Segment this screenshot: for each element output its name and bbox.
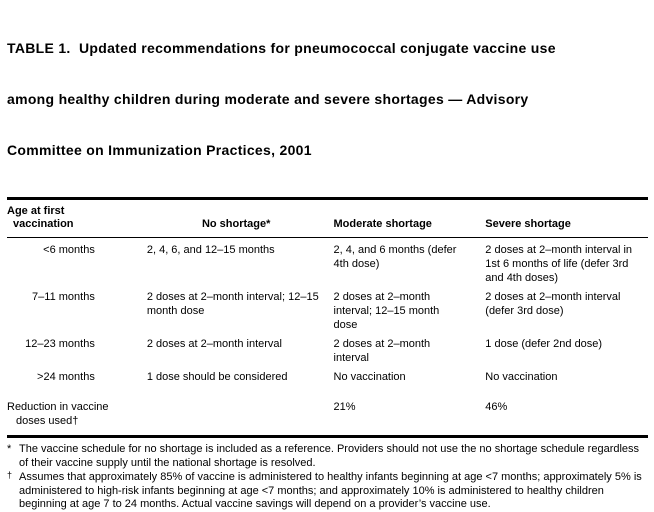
divider-bottom bbox=[7, 435, 648, 438]
header-moderate-shortage: Moderate shortage bbox=[333, 218, 432, 230]
footnote-marker: † bbox=[7, 470, 13, 480]
footnote-text: Assumes that approximately 85% of vaccin… bbox=[19, 471, 642, 510]
footnote-dagger: † Assumes that approximately 85% of vacc… bbox=[7, 470, 648, 512]
cell-no-shortage: 2 doses at 2–month interval; 12–15 month… bbox=[146, 291, 319, 317]
cell-severe-shortage: 2 doses at 2–month interval in 1st 6 mon… bbox=[485, 244, 633, 284]
footnotes: * The vaccine schedule for no shortage i… bbox=[7, 443, 648, 512]
table-row: >24 months 1 dose should be considered N… bbox=[7, 370, 648, 384]
divider-under-header bbox=[7, 237, 648, 238]
cell-age: >24 months bbox=[37, 371, 95, 383]
table-row: <6 months 2, 4, 6, and 12–15 months 2, 4… bbox=[7, 243, 648, 285]
header-severe-shortage: Severe shortage bbox=[485, 218, 571, 230]
header-no-shortage: No shortage* bbox=[201, 218, 271, 230]
footnote-text: The vaccine schedule for no shortage is … bbox=[19, 443, 640, 469]
footnote-marker: * bbox=[7, 443, 12, 455]
cell-moderate-shortage: 2, 4, and 6 months (defer 4th dose) bbox=[333, 244, 457, 270]
cell-no-shortage: 1 dose should be considered bbox=[146, 371, 288, 383]
header-age-at-first-vaccination: Age at first vaccination bbox=[7, 205, 74, 230]
table-title-line-2: among healthy children during moderate a… bbox=[7, 91, 529, 107]
table-row: 12–23 months 2 doses at 2–month interval… bbox=[7, 337, 648, 365]
cell-moderate-shortage: 2 doses at 2–month interval bbox=[333, 338, 431, 364]
cell-no-shortage: 2 doses at 2–month interval bbox=[146, 338, 282, 350]
table-row: 7–11 months 2 doses at 2–month interval;… bbox=[7, 290, 648, 332]
summary-row: Reduction in vaccine doses used† 21% 46% bbox=[7, 400, 648, 428]
table-body: <6 months 2, 4, 6, and 12–15 months 2, 4… bbox=[7, 243, 648, 428]
cell-age: <6 months bbox=[43, 244, 95, 256]
table-title-line-1: TABLE 1. Updated recommendations for pne… bbox=[7, 40, 556, 56]
divider-top bbox=[7, 197, 648, 200]
table-header-row: Age at first vaccination No shortage* Mo… bbox=[7, 200, 648, 237]
table-title: TABLE 1. Updated recommendations for pne… bbox=[7, 6, 648, 193]
summary-severe-value: 46% bbox=[485, 401, 508, 413]
cell-no-shortage: 2, 4, 6, and 12–15 months bbox=[146, 244, 275, 256]
cell-age: 12–23 months bbox=[25, 338, 95, 350]
cell-severe-shortage: 2 doses at 2–month interval (defer 3rd d… bbox=[485, 291, 621, 317]
cell-moderate-shortage: 2 doses at 2–month interval; 12–15 month… bbox=[333, 291, 440, 331]
summary-moderate-value: 21% bbox=[333, 401, 356, 413]
mmwr-table-1: TABLE 1. Updated recommendations for pne… bbox=[7, 6, 648, 510]
cell-severe-shortage: No vaccination bbox=[485, 371, 558, 383]
summary-no-shortage bbox=[147, 400, 334, 428]
cell-age: 7–11 months bbox=[32, 291, 95, 303]
cell-severe-shortage: 1 dose (defer 2nd dose) bbox=[485, 338, 603, 350]
table-title-line-3: Committee on Immunization Practices, 200… bbox=[7, 142, 312, 158]
footnote-asterisk: * The vaccine schedule for no shortage i… bbox=[7, 443, 648, 470]
summary-label: Reduction in vaccine doses used† bbox=[7, 401, 109, 427]
cell-moderate-shortage: No vaccination bbox=[333, 371, 406, 383]
